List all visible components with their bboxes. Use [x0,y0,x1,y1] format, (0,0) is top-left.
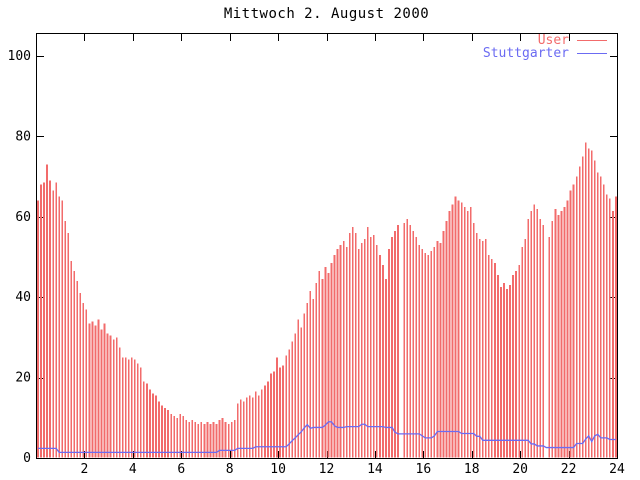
x-tick-label: 10 [270,462,286,477]
x-tick-label: 16 [416,462,432,477]
legend-line-sample-user [577,40,607,41]
x-tick-label: 20 [512,462,528,477]
y-tick-label: 100 [8,49,31,64]
x-tick-label: 6 [177,462,185,477]
y-tick-label: 60 [15,210,31,225]
x-tick-label: 18 [464,462,480,477]
legend-label-stuttgarter: Stuttgarter [482,46,569,61]
y-tick-label: 0 [23,451,31,466]
x-tick-label: 24 [609,462,625,477]
x-tick-label: 8 [226,462,234,477]
y-tick-label: 20 [15,371,31,386]
x-tick-label: 2 [81,462,89,477]
legend: User Stuttgarter [483,34,607,60]
y-tick-label: 80 [15,129,31,144]
x-tick-label: 12 [319,462,335,477]
plot-frame [36,33,618,459]
x-tick-label: 22 [561,462,577,477]
legend-item-stuttgarter: Stuttgarter [483,47,607,60]
line-series-stuttgarter [37,421,616,454]
y-tick-label: 40 [15,290,31,305]
legend-label-user: User [537,33,569,48]
chart-title: Mittwoch 2. August 2000 [223,6,430,22]
legend-item-user: User [483,34,607,47]
x-tick-label: 14 [367,462,383,477]
x-tick-label: 4 [129,462,137,477]
legend-line-sample-stuttgarter [577,53,607,54]
bars-series-user [37,142,617,458]
